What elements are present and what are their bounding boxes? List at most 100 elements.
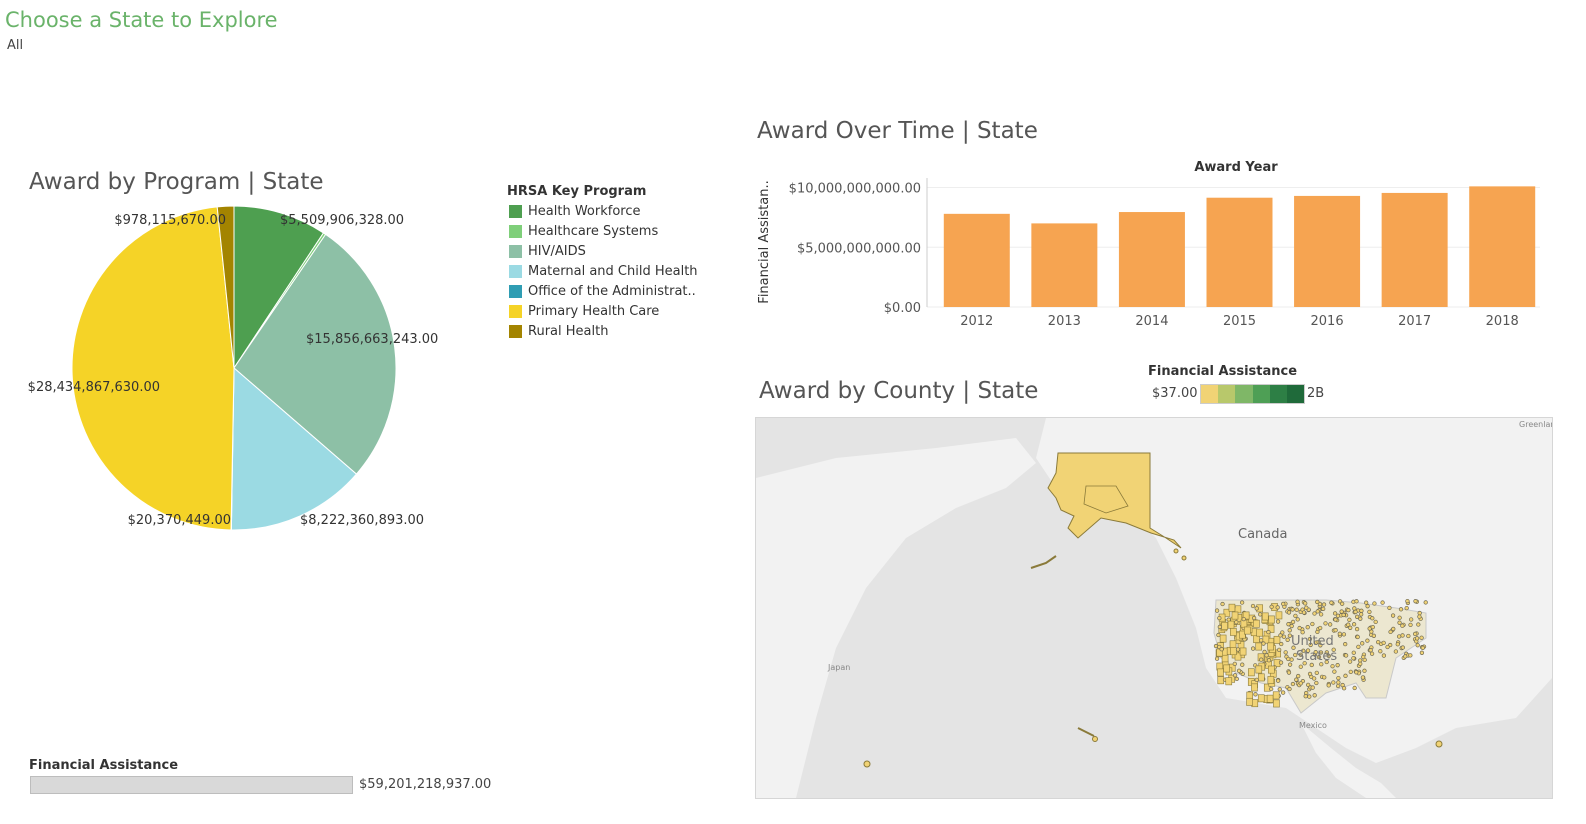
legend-item[interactable]: HIV/AIDS [509, 241, 586, 261]
county-marker[interactable] [1217, 676, 1225, 685]
county-marker[interactable] [1319, 662, 1324, 667]
county-marker[interactable] [1250, 646, 1256, 651]
county-marker[interactable] [1267, 676, 1275, 684]
county-marker[interactable] [1318, 625, 1323, 631]
county-marker[interactable] [1307, 671, 1313, 677]
county-marker[interactable] [1223, 664, 1230, 673]
county-marker[interactable] [1258, 612, 1263, 617]
county-marker[interactable] [1290, 607, 1295, 612]
county-marker[interactable] [1413, 631, 1418, 637]
county-marker[interactable] [1266, 630, 1271, 635]
county-marker[interactable] [1309, 662, 1314, 668]
county-marker[interactable] [1254, 606, 1259, 611]
county-marker[interactable] [1340, 601, 1345, 606]
financial-assistance-bar[interactable] [30, 776, 353, 794]
county-marker[interactable] [1354, 599, 1359, 604]
county-marker[interactable] [1331, 680, 1336, 685]
county-marker[interactable] [1255, 665, 1263, 674]
county-marker[interactable] [1256, 628, 1263, 637]
county-marker[interactable] [1310, 685, 1315, 690]
county-marker[interactable] [1216, 632, 1221, 638]
county-marker[interactable] [1404, 605, 1409, 611]
county-marker[interactable] [1214, 608, 1220, 613]
county-marker[interactable] [1286, 610, 1292, 615]
county-marker[interactable] [1367, 609, 1372, 615]
county-marker[interactable] [1360, 675, 1366, 680]
county-marker[interactable] [1251, 683, 1258, 692]
county-marker[interactable] [1294, 607, 1299, 612]
county-marker[interactable] [1287, 662, 1293, 667]
county-marker[interactable] [1343, 673, 1348, 678]
county-marker[interactable] [1262, 635, 1270, 644]
county-marker[interactable] [1217, 624, 1222, 630]
county-marker[interactable] [1253, 692, 1258, 697]
county-marker[interactable] [1364, 600, 1369, 605]
county-marker[interactable] [1232, 673, 1238, 678]
legend-item[interactable]: Maternal and Child Health [509, 261, 698, 281]
county-marker[interactable] [1273, 635, 1281, 644]
county-marker[interactable] [1290, 681, 1296, 687]
county-marker[interactable] [1275, 619, 1281, 624]
county-marker[interactable] [1360, 641, 1365, 646]
county-marker[interactable] [1395, 642, 1400, 647]
county-marker[interactable] [1275, 678, 1281, 683]
county-marker[interactable] [1369, 651, 1375, 656]
county-marker[interactable] [1214, 656, 1220, 661]
county-marker[interactable] [1302, 661, 1307, 666]
county-marker[interactable] [1228, 603, 1236, 612]
county-marker[interactable] [1390, 613, 1396, 618]
county-marker[interactable] [1239, 630, 1246, 639]
county-marker[interactable] [1352, 606, 1357, 611]
legend-item[interactable]: Health Workforce [509, 201, 640, 221]
county-marker[interactable] [1408, 653, 1413, 658]
county-marker[interactable] [1280, 630, 1285, 635]
year-bar[interactable] [1469, 186, 1536, 307]
county-marker[interactable] [1393, 649, 1399, 654]
county-marker[interactable] [1275, 605, 1280, 610]
county-marker[interactable] [1343, 641, 1348, 647]
legend-item[interactable]: Primary Health Care [509, 301, 659, 321]
year-bar[interactable] [1294, 195, 1361, 307]
county-marker[interactable] [1305, 625, 1310, 630]
county-marker[interactable] [1358, 661, 1363, 666]
county-map[interactable]: Greenlar Japan Canada United States Mexi… [755, 417, 1553, 799]
county-marker[interactable] [1351, 622, 1357, 627]
county-marker[interactable] [1307, 636, 1313, 642]
county-marker[interactable] [1312, 676, 1317, 681]
county-marker[interactable] [1405, 598, 1410, 604]
county-marker[interactable] [1353, 609, 1358, 615]
county-marker[interactable] [1321, 602, 1327, 607]
county-marker[interactable] [1241, 616, 1246, 622]
county-marker[interactable] [1232, 661, 1237, 666]
county-marker[interactable] [1396, 634, 1402, 639]
county-marker[interactable] [1275, 611, 1283, 620]
county-marker[interactable] [1298, 652, 1303, 657]
county-marker[interactable] [1348, 625, 1353, 630]
county-marker[interactable] [1370, 624, 1375, 630]
county-marker[interactable] [1346, 608, 1351, 613]
county-marker[interactable] [1341, 612, 1346, 618]
county-marker[interactable] [1419, 650, 1425, 655]
county-marker[interactable] [1315, 609, 1320, 614]
county-marker[interactable] [1304, 605, 1309, 610]
county-marker[interactable] [1335, 663, 1340, 668]
county-marker[interactable] [1286, 656, 1291, 662]
county-marker[interactable] [1372, 601, 1377, 606]
county-marker[interactable] [1373, 619, 1378, 625]
county-markers[interactable] [1213, 598, 1428, 708]
county-marker[interactable] [1298, 664, 1303, 669]
county-marker[interactable] [1385, 644, 1390, 650]
county-marker[interactable] [1278, 633, 1283, 638]
county-marker[interactable] [1335, 613, 1341, 618]
county-marker[interactable] [1400, 633, 1405, 638]
county-marker[interactable] [1285, 637, 1290, 642]
county-marker[interactable] [1290, 619, 1296, 625]
county-marker[interactable] [1354, 614, 1360, 619]
county-marker[interactable] [1347, 617, 1352, 622]
legend-item[interactable]: Healthcare Systems [509, 221, 658, 241]
county-marker[interactable] [1391, 626, 1396, 632]
county-marker[interactable] [1259, 638, 1264, 643]
award-over-time-chart[interactable]: Award Year Financial Assistan.. $0.00 $5,00… [750, 150, 1550, 335]
county-marker[interactable] [1398, 607, 1404, 612]
county-marker[interactable] [1326, 683, 1331, 688]
